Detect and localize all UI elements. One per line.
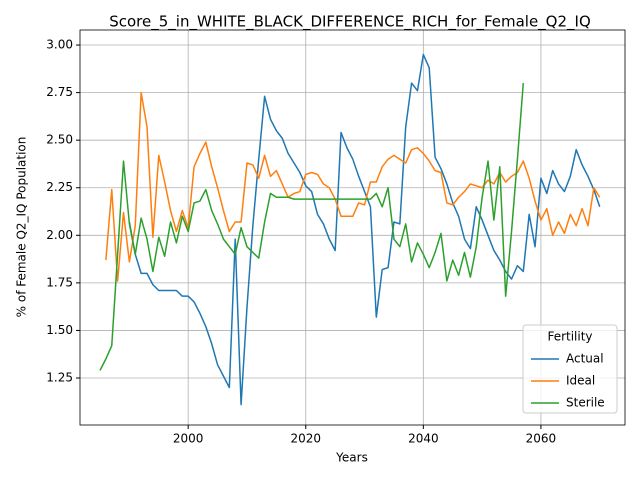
legend-label: Sterile — [566, 396, 605, 410]
y-tick-label: 2.00 — [46, 228, 73, 242]
line-series — [105, 91, 601, 282]
legend-label: Ideal — [566, 374, 595, 388]
y-tick-label: 3.00 — [46, 38, 73, 52]
plot-frame — [79, 29, 626, 426]
x-tick-label: 2060 — [526, 432, 557, 446]
chart-title: Score_5_in_WHITE_BLACK_DIFFERENCE_RICH_f… — [109, 13, 591, 32]
y-axis-label: % of Female Q2_IQ Population — [15, 137, 29, 318]
y-tick-label: 1.25 — [46, 371, 73, 385]
y-tick-label: 1.75 — [46, 275, 73, 289]
y-tick-label: 2.25 — [46, 180, 73, 194]
x-tick-label: 2020 — [290, 432, 321, 446]
x-axis-label: Years — [335, 451, 368, 465]
x-tick-label: 2040 — [408, 432, 439, 446]
y-tick-label: 2.75 — [46, 85, 73, 99]
y-tick-label: 1.50 — [46, 323, 73, 337]
line-series — [99, 83, 525, 371]
legend-box — [522, 324, 618, 414]
line-series — [128, 53, 601, 406]
y-tick-label: 2.50 — [46, 133, 73, 147]
legend-title: Fertility — [547, 330, 592, 344]
legend-label: Actual — [566, 352, 604, 366]
x-tick-label: 2000 — [173, 432, 204, 446]
